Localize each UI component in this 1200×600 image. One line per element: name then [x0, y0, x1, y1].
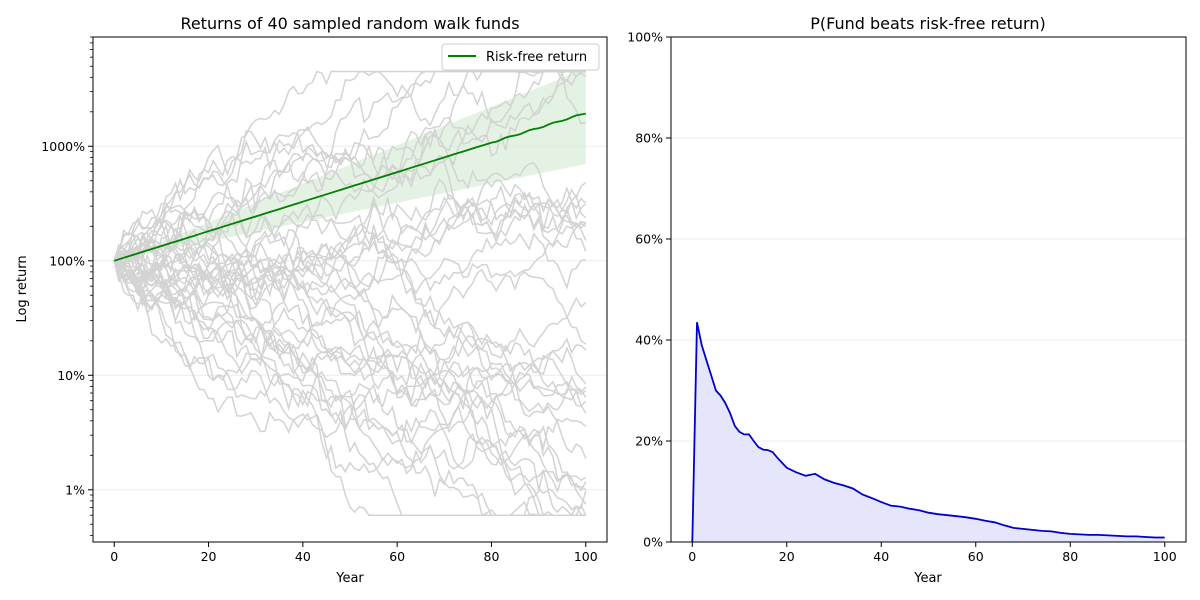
left-x-tick-label: 80	[484, 549, 500, 564]
right-y-tick-label: 20%	[635, 434, 663, 449]
left-y-axis-label: Log return	[15, 255, 30, 322]
right-x-tick-label: 20	[779, 549, 795, 564]
random-walk-line	[113, 179, 587, 280]
random-walk-line	[114, 70, 586, 286]
left-x-axis-label: Year	[335, 571, 364, 586]
random-walk-line	[113, 252, 587, 414]
random-walk-lines	[113, 70, 587, 517]
random-walk-line	[113, 224, 587, 353]
random-walk-line	[113, 178, 587, 295]
random-walk-line	[114, 70, 586, 264]
left-x-tick-label: 60	[389, 549, 405, 564]
right-y-tick-label: 80%	[635, 131, 663, 146]
left-chart-title: Returns of 40 sampled random walk funds	[180, 14, 519, 33]
left-x-ticks: 0 20 40 60 80 100	[110, 542, 598, 564]
left-chart-panel: 0 20 40 60 80 100 1% 10% 100% 1000% Returns of 4…	[15, 14, 608, 586]
random-walk-line	[113, 200, 587, 301]
right-y-tick-label: 40%	[635, 333, 663, 348]
random-walk-line	[113, 196, 587, 313]
random-walk-line	[114, 251, 587, 412]
left-y-ticks: 1% 10% 100% 1000%	[41, 36, 93, 536]
right-x-tick-label: 40	[873, 549, 889, 564]
left-y-tick-label: 1000%	[41, 139, 85, 154]
random-walk-line	[113, 225, 587, 413]
right-x-axis-label: Year	[913, 571, 942, 586]
random-walk-line	[114, 70, 586, 281]
right-chart-title: P(Fund beats risk-free return)	[810, 14, 1045, 33]
probability-area-group	[691, 322, 1165, 543]
left-y-tick-label: 100%	[49, 253, 85, 268]
right-y-ticks: 0% 20% 40% 60% 80% 100%	[627, 30, 671, 550]
legend: Risk-free return	[441, 43, 600, 71]
right-x-tick-label: 0	[688, 549, 696, 564]
left-y-tick-label: 10%	[57, 368, 85, 383]
left-x-tick-label: 100	[574, 549, 598, 564]
random-walk-line	[113, 256, 587, 410]
random-walk-line	[113, 260, 587, 505]
left-x-tick-label: 0	[110, 549, 118, 564]
right-y-tick-label: 100%	[627, 30, 663, 45]
right-x-tick-label: 80	[1062, 549, 1078, 564]
random-walk-line	[113, 197, 587, 295]
risk-free-line	[113, 112, 586, 262]
left-y-tick-label: 1%	[65, 482, 85, 497]
legend-risk-free-label: Risk-free return	[486, 50, 587, 65]
random-walk-line	[113, 216, 587, 484]
random-walk-line	[113, 260, 587, 474]
risk-free-line-group	[113, 112, 586, 262]
legend-box	[441, 43, 600, 71]
random-walk-line	[113, 70, 587, 262]
right-y-tick-label: 0%	[643, 535, 663, 550]
random-walk-line	[113, 244, 587, 345]
left-x-tick-label: 20	[201, 549, 217, 564]
left-x-tick-label: 40	[295, 549, 311, 564]
right-x-ticks: 0 20 40 60 80 100	[688, 542, 1177, 564]
right-axes-frame	[670, 36, 1187, 543]
left-axes-frame	[92, 36, 608, 543]
random-walk-line	[113, 208, 587, 492]
right-y-tick-label: 60%	[635, 232, 663, 247]
random-walk-line	[113, 260, 586, 516]
probability-line	[691, 322, 1165, 543]
probability-area-fill	[692, 322, 1165, 542]
right-x-tick-label: 60	[968, 549, 984, 564]
right-x-tick-label: 100	[1153, 549, 1177, 564]
random-walk-line	[113, 253, 587, 407]
right-chart-panel: 0 20 40 60 80 100 0% 20% 40% 60% 80% 100% P(Fund b…	[627, 14, 1187, 586]
